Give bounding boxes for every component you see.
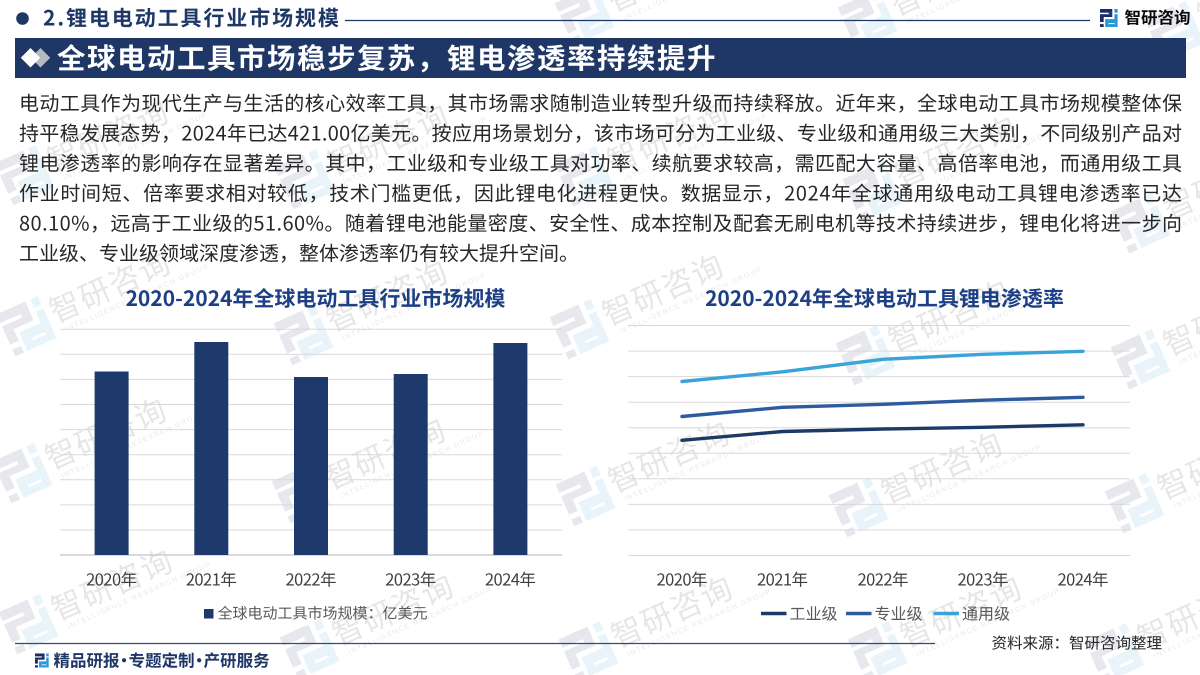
svg-text:INTELLIGENCE RESEARCH GROUP: INTELLIGENCE RESEARCH GROUP: [348, 586, 494, 656]
svg-text:INTELLIGENCE RESEARCH GROUP: INTELLIGENCE RESEARCH GROUP: [1173, 440, 1200, 510]
svg-text:INTELLIGENCE RESEARCH GROUP: INTELLIGENCE RESEARCH GROUP: [624, 433, 770, 503]
svg-text:INTELLIGENCE RESEARCH GROUP: INTELLIGENCE RESEARCH GROUP: [623, 113, 769, 183]
svg-text:INTELLIGENCE RESEARCH GROUP: INTELLIGENCE RESEARCH GROUP: [1153, 590, 1200, 660]
svg-text:INTELLIGENCE RESEARCH GROUP: INTELLIGENCE RESEARCH GROUP: [906, 0, 1052, 26]
svg-text:INTELLIGENCE RESEARCH GROUP: INTELLIGENCE RESEARCH GROUP: [623, 0, 769, 22]
svg-text:INTELLIGENCE RESEARCH GROUP: INTELLIGENCE RESEARCH GROUP: [67, 561, 213, 631]
svg-text:INTELLIGENCE RESEARCH GROUP: INTELLIGENCE RESEARCH GROUP: [65, 263, 211, 333]
svg-text:INTELLIGENCE RESEARCH GROUP: INTELLIGENCE RESEARCH GROUP: [61, 410, 207, 480]
svg-text:INTELLIGENCE RESEARCH GROUP: INTELLIGENCE RESEARCH GROUP: [627, 588, 773, 658]
